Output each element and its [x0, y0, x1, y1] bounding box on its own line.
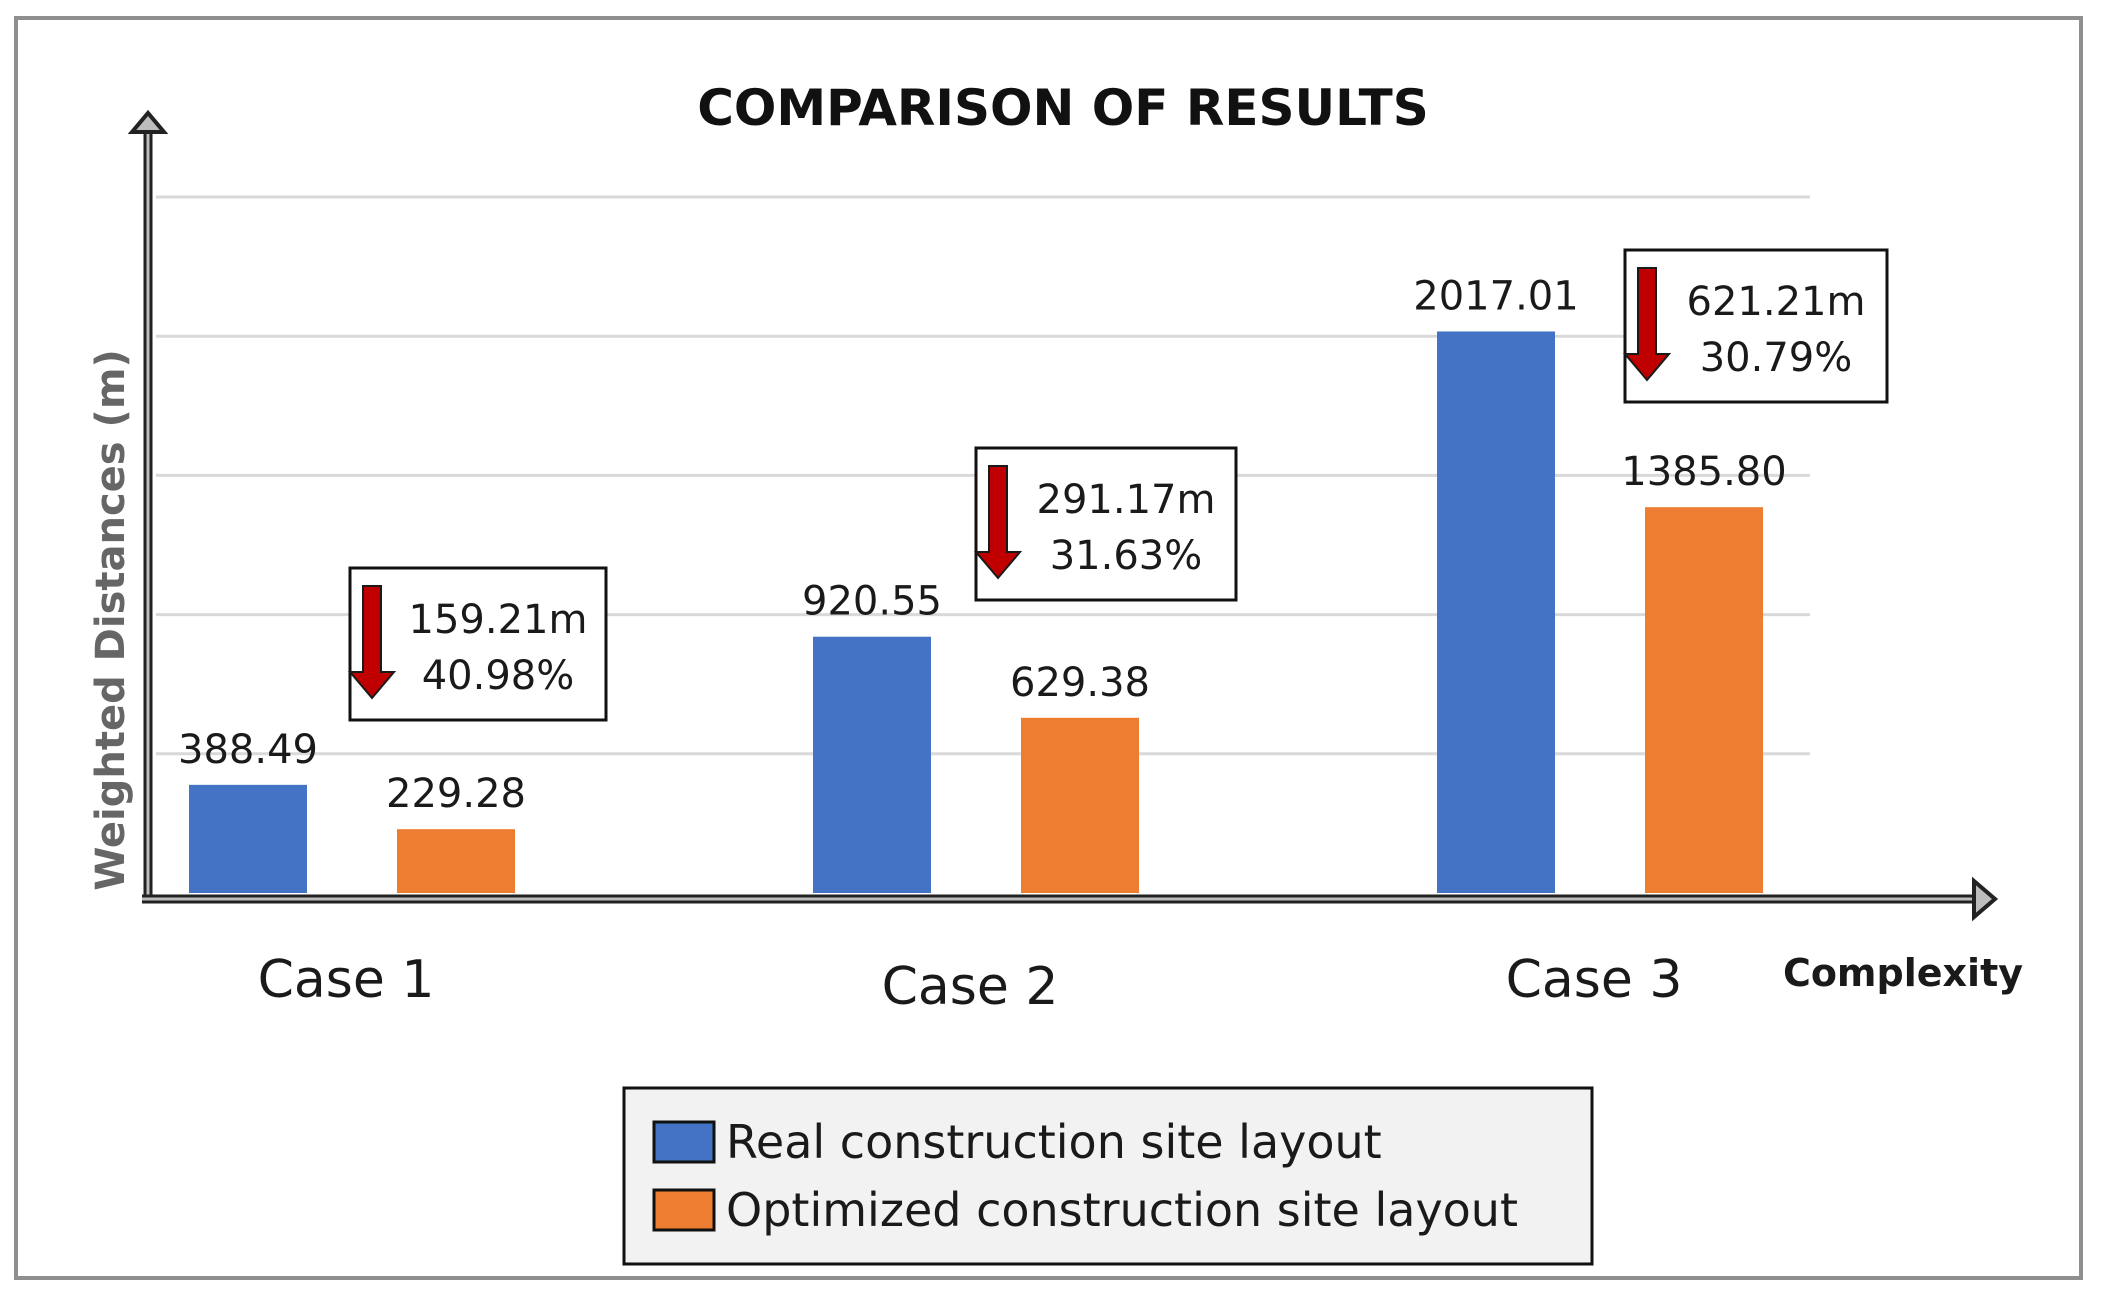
- y-axis-arrowhead: [127, 109, 169, 134]
- down-arrow-icon: [1622, 267, 1672, 382]
- legend-swatch-optimized: [652, 1188, 716, 1232]
- reduction-percent: 30.79%: [1700, 335, 1853, 381]
- category-label-case-3: Case 3: [1506, 950, 1683, 1010]
- value-label-real-case-2: 920.55: [802, 579, 942, 625]
- legend-box: [622, 1086, 1594, 1266]
- bar-real-case-1: [189, 784, 307, 893]
- legend: Real construction site layout Optimized c…: [622, 1086, 1594, 1266]
- legend-label-optimized: Optimized construction site layout: [726, 1183, 1518, 1237]
- reduction-annotation-case-1: 159.21m 40.98%: [347, 566, 608, 722]
- bar-optimized-case-3: [1645, 507, 1763, 893]
- annotation-box: [974, 446, 1238, 602]
- value-label-optimized-case-2: 629.38: [1010, 660, 1150, 706]
- value-label-optimized-case-1: 229.28: [386, 771, 526, 817]
- category-label-case-2: Case 2: [882, 957, 1059, 1017]
- annotation-box: [348, 566, 608, 722]
- reduction-distance: 159.21m: [409, 597, 588, 643]
- value-label-optimized-case-3: 1385.80: [1621, 449, 1786, 495]
- category-label-case-1: Case 1: [258, 950, 435, 1010]
- reduction-distance: 291.17m: [1037, 477, 1216, 523]
- down-arrow-icon: [973, 465, 1023, 580]
- category-labels: Case 1 Case 2 Case 3: [258, 950, 1683, 1017]
- x-axis-arrowhead: [1972, 876, 1999, 922]
- legend-swatch-real: [652, 1120, 716, 1164]
- legend-label-real: Real construction site layout: [726, 1115, 1382, 1169]
- bar-real-case-3: [1437, 331, 1555, 893]
- reduction-percent: 31.63%: [1050, 533, 1203, 579]
- axes: [127, 109, 1999, 922]
- value-labels: 388.49 920.55 2017.01 229.28 629.38 1385.80: [178, 273, 1787, 817]
- reduction-annotation-case-2: 291.17m 31.63%: [973, 446, 1238, 602]
- reduction-annotation-case-3: 621.21m 30.79%: [1622, 248, 1889, 404]
- bar-optimized-case-2: [1021, 717, 1139, 893]
- value-label-real-case-3: 2017.01: [1413, 273, 1578, 319]
- bars: [189, 331, 1763, 893]
- reduction-annotations: 159.21m 40.98% 291.17m 31.63% 621.21m 30.79%: [347, 248, 1889, 722]
- bar-optimized-case-1: [397, 829, 515, 893]
- y-axis-label: Weighted Distances (m): [88, 349, 134, 891]
- value-label-real-case-1: 388.49: [178, 727, 318, 773]
- x-axis-label: Complexity: [1783, 951, 2023, 995]
- down-arrow-icon: [347, 585, 397, 700]
- bar-real-case-2: [813, 636, 931, 893]
- chart-title: COMPARISON OF RESULTS: [697, 79, 1429, 137]
- reduction-distance: 621.21m: [1687, 279, 1866, 325]
- reduction-percent: 40.98%: [422, 653, 575, 699]
- annotation-box: [1623, 248, 1889, 404]
